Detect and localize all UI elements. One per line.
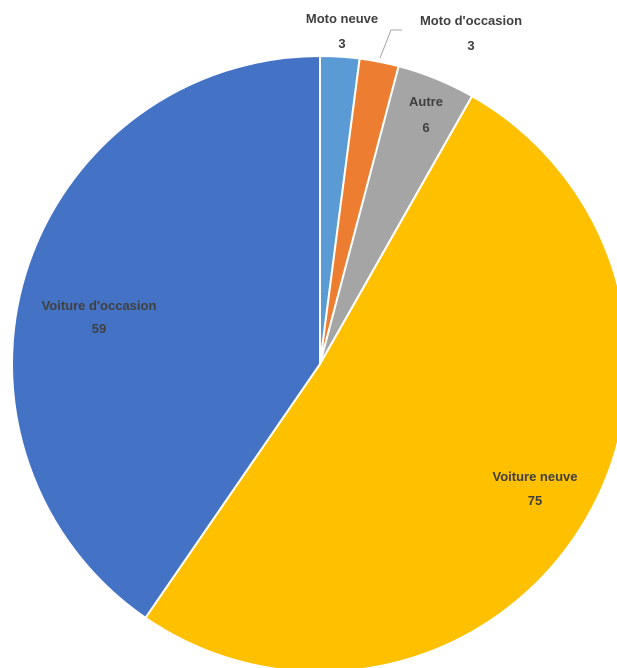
- slice-label-name: Moto neuve: [306, 11, 378, 26]
- slice-label-value: 3: [338, 36, 345, 51]
- pie-slices: [11, 54, 617, 668]
- slice-label-name: Moto d'occasion: [420, 13, 522, 28]
- slice-label-value: 75: [528, 493, 542, 508]
- pie-labels: Moto neuve 3 Moto d'occasion 3 Autre 6 Voiture…: [42, 11, 578, 508]
- slice-label-value: 59: [92, 321, 106, 336]
- slice-label-name: Voiture neuve: [492, 469, 577, 484]
- slice-label-name: Voiture d'occasion: [42, 298, 157, 313]
- slice-label-name: Autre: [409, 94, 443, 109]
- leader-line: [379, 29, 402, 59]
- pie-slice-voiture-d-occasion: [11, 54, 321, 620]
- leader-lines: [379, 29, 402, 59]
- pie-slice-voiture-neuve: [144, 94, 617, 668]
- slice-label-value: 6: [422, 120, 429, 135]
- slice-label-value: 3: [467, 38, 474, 53]
